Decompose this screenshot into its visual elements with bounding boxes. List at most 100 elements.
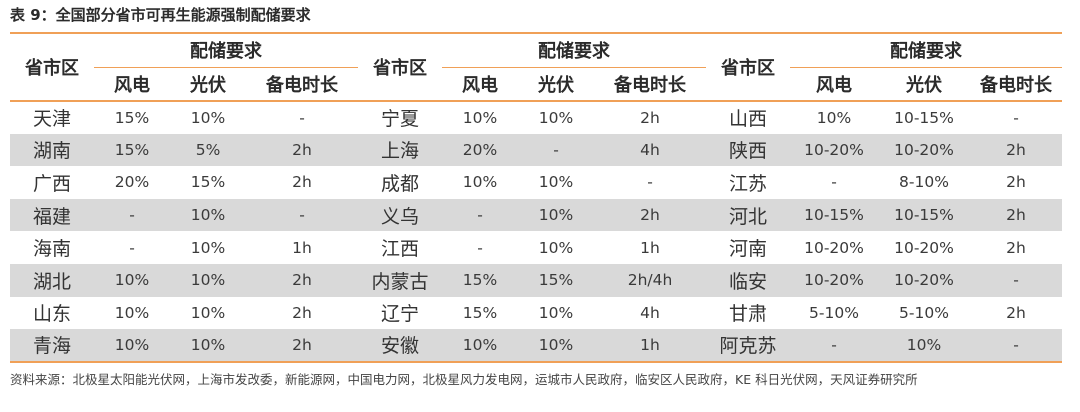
solar-cell: 10% xyxy=(170,263,246,297)
column-header-solar: 光伏 xyxy=(906,74,942,96)
wind-cell: 10-20% xyxy=(790,133,878,167)
region-cell: 湖北 xyxy=(10,263,94,297)
duration-cell: 1h xyxy=(292,238,312,257)
wind-cell: 10-20% xyxy=(804,238,864,257)
duration-cell: 2h xyxy=(1006,303,1026,322)
region-cell: 江西 xyxy=(380,238,419,261)
wind-cell: - xyxy=(442,198,518,232)
table-row: 福建 - 10% - 义乌 - 10% 2h 河北 10-15% 10-15% … xyxy=(10,198,1062,232)
column-header-wind: 风电 xyxy=(114,74,150,96)
wind-cell: 15% xyxy=(462,303,498,322)
solar-cell: 15% xyxy=(518,263,594,297)
wind-cell: 15% xyxy=(94,133,170,167)
duration-cell: 1h xyxy=(594,329,706,362)
region-cell: 陕西 xyxy=(706,133,790,167)
wind-cell: 10% xyxy=(114,303,150,322)
column-header-duration: 备电时长 xyxy=(266,74,338,96)
duration-cell: - xyxy=(970,263,1062,297)
solar-cell: 10% xyxy=(538,303,574,322)
column-header-region: 省市区 xyxy=(373,58,427,79)
table-row: 广西 20% 15% 2h 成都 10% 10% - 江苏 - 8-10% 2h xyxy=(10,166,1062,199)
duration-cell: 4h xyxy=(640,303,660,322)
solar-cell: 10% xyxy=(190,303,226,322)
duration-cell: 2h xyxy=(1006,173,1026,192)
duration-cell: 2h xyxy=(292,303,312,322)
duration-cell: 2h xyxy=(246,133,358,167)
table-row: 湖南 15% 5% 2h 上海 20% - 4h 陕西 10-20% 10-20… xyxy=(10,133,1062,167)
wind-cell: 10% xyxy=(94,329,170,362)
storage-requirements-table: 省市区 配储要求 省市区 配储要求 省市区 配储要求 风电 光伏 备电时长 风电… xyxy=(10,32,1062,363)
table-row: 山东 10% 10% 2h 辽宁 15% 10% 4h 甘肃 5-10% 5-1… xyxy=(10,297,1062,330)
region-cell: 江苏 xyxy=(728,172,767,195)
duration-cell: 2h xyxy=(594,198,706,232)
solar-cell: 10% xyxy=(878,329,970,362)
solar-cell: 8-10% xyxy=(899,173,949,192)
duration-cell: 1h xyxy=(640,238,660,257)
region-cell: 辽宁 xyxy=(380,303,419,326)
region-cell: 海南 xyxy=(32,238,71,261)
column-group-header: 配储要求 xyxy=(94,33,358,68)
column-header-duration: 备电时长 xyxy=(614,74,686,96)
solar-cell: 10% xyxy=(518,329,594,362)
solar-cell: 10% xyxy=(538,108,574,127)
duration-cell: 2h xyxy=(640,108,660,127)
solar-cell: 10-15% xyxy=(894,108,954,127)
column-header-duration: 备电时长 xyxy=(980,74,1052,96)
duration-cell: - xyxy=(246,198,358,232)
region-cell: 安徽 xyxy=(358,329,442,362)
column-header-wind: 风电 xyxy=(816,74,852,96)
duration-cell: 2h xyxy=(970,198,1062,232)
wind-cell: 15% xyxy=(114,108,150,127)
solar-cell: 10-20% xyxy=(878,133,970,167)
solar-cell: 10-20% xyxy=(878,263,970,297)
region-cell: 青海 xyxy=(10,329,94,362)
column-header-region: 省市区 xyxy=(721,58,775,79)
header-row-sub: 风电 光伏 备电时长 风电 光伏 备电时长 风电 光伏 备电时长 xyxy=(10,67,1062,101)
solar-cell: 10% xyxy=(518,198,594,232)
wind-cell: 10% xyxy=(462,108,498,127)
region-cell: 阿克苏 xyxy=(706,329,790,362)
duration-cell: 2h xyxy=(292,173,312,192)
duration-cell: 2h xyxy=(970,133,1062,167)
wind-cell: 10% xyxy=(94,263,170,297)
duration-cell: - xyxy=(970,329,1062,362)
table-title: 表 9：全国部分省市可再生能源强制配储要求 xyxy=(10,6,311,24)
region-cell: 河南 xyxy=(728,238,767,261)
duration-cell: - xyxy=(1013,108,1019,127)
duration-cell: - xyxy=(647,173,653,192)
solar-cell: 10% xyxy=(170,198,246,232)
column-group-header: 配储要求 xyxy=(442,33,706,68)
region-cell: 内蒙古 xyxy=(358,263,442,297)
solar-cell: 5-10% xyxy=(899,303,949,322)
region-cell: 天津 xyxy=(32,108,71,131)
region-cell: 河北 xyxy=(706,198,790,232)
source-note: 资料来源：北极星太阳能光伏网，上海市发改委，新能源网，中国电力网，北极星风力发电… xyxy=(10,372,918,387)
table-row: 青海 10% 10% 2h 安徽 10% 10% 1h 阿克苏 - 10% - xyxy=(10,329,1062,362)
header-row-top: 省市区 配储要求 省市区 配储要求 省市区 配储要求 xyxy=(10,33,1062,79)
wind-cell: - xyxy=(94,198,170,232)
region-cell: 上海 xyxy=(358,133,442,167)
wind-cell: 5-10% xyxy=(809,303,859,322)
wind-cell: 15% xyxy=(442,263,518,297)
region-cell: 临安 xyxy=(706,263,790,297)
table-row: 湖北 10% 10% 2h 内蒙古 15% 15% 2h/4h 临安 10-20… xyxy=(10,263,1062,297)
wind-cell: 10-20% xyxy=(790,263,878,297)
region-cell: 山东 xyxy=(32,303,71,326)
wind-cell: 10% xyxy=(442,329,518,362)
wind-cell: - xyxy=(790,329,878,362)
duration-cell: 2h xyxy=(1006,238,1026,257)
region-cell: 甘肃 xyxy=(728,303,767,326)
region-cell: 山西 xyxy=(728,108,767,131)
solar-cell: 10% xyxy=(190,238,226,257)
region-cell: 义乌 xyxy=(358,198,442,232)
table-row: 天津 15% 10% - 宁夏 10% 10% 2h 山西 10% 10-15%… xyxy=(10,101,1062,134)
region-cell: 成都 xyxy=(380,172,419,195)
region-cell: 广西 xyxy=(32,172,71,195)
duration-cell: 4h xyxy=(594,133,706,167)
solar-cell: 10% xyxy=(190,108,226,127)
region-cell: 湖南 xyxy=(10,133,94,167)
column-header-solar: 光伏 xyxy=(190,74,226,96)
region-cell: 福建 xyxy=(10,198,94,232)
solar-cell: 15% xyxy=(190,173,226,192)
